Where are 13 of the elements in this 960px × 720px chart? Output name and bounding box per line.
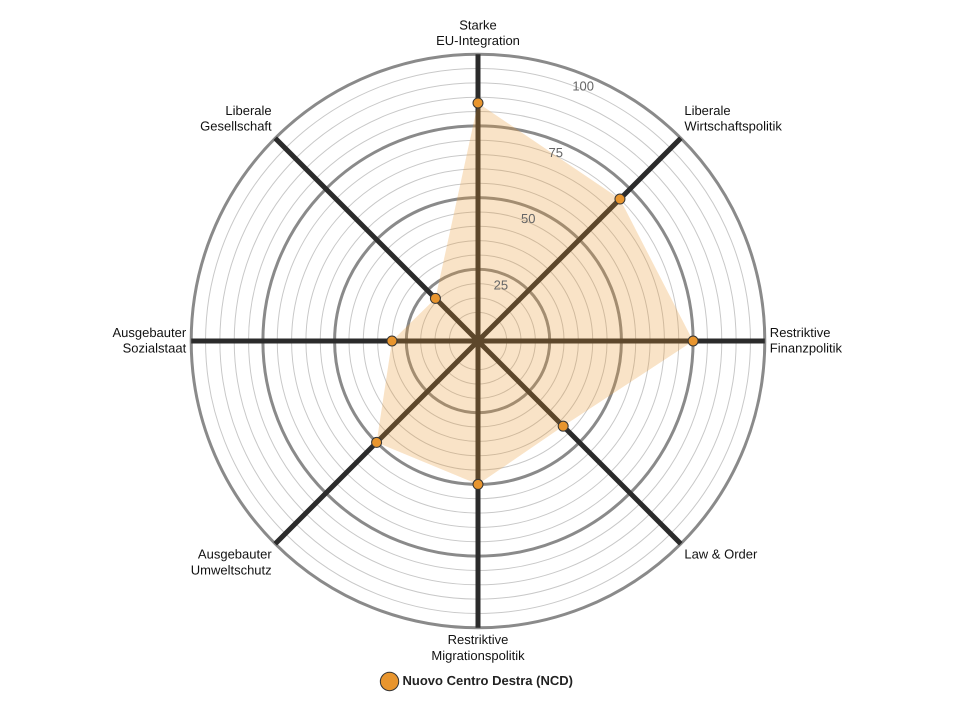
spoke-label: Restriktive Finanzpolitik [770,324,843,356]
spoke-label: Liberale Gesellschaft [200,102,272,134]
spoke-label: Starke EU-Integration [436,17,520,48]
spoke-label: Liberale Wirtschaftspolitik [684,102,782,134]
legend-label: Nuovo Centro Destra (NCD) [402,673,573,688]
spoke-label: Law & Order [684,546,758,562]
y-tick-label: 100 [572,78,594,94]
y-tick-label: 50 [521,211,536,226]
spoke-label: Restriktive Migrationspolitik [431,632,526,663]
y-tick-label: 75 [548,144,563,160]
spoke-label: Ausgebauter Sozialstaat [112,324,187,356]
spoke-label: Ausgebauter Umweltschutz [190,546,272,578]
y-tick-label: 25 [494,277,508,292]
